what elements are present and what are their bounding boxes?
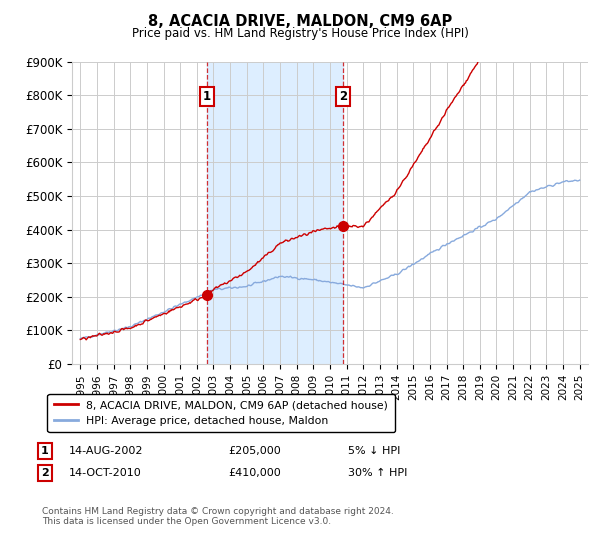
Bar (207, 62, 343, 364)
Text: 1: 1 (41, 446, 49, 456)
Text: Contains HM Land Registry data © Crown copyright and database right 2024.
This d: Contains HM Land Registry data © Crown c… (42, 507, 394, 526)
Text: 2: 2 (41, 468, 49, 478)
Text: 2: 2 (339, 90, 347, 103)
Text: Price paid vs. HM Land Registry's House Price Index (HPI): Price paid vs. HM Land Registry's House … (131, 27, 469, 40)
Text: 1: 1 (203, 90, 211, 103)
Text: £410,000: £410,000 (228, 468, 281, 478)
Text: 8, ACACIA DRIVE, MALDON, CM9 6AP: 8, ACACIA DRIVE, MALDON, CM9 6AP (148, 14, 452, 29)
Text: 5% ↓ HPI: 5% ↓ HPI (348, 446, 400, 456)
Legend: 8, ACACIA DRIVE, MALDON, CM9 6AP (detached house), HPI: Average price, detached : 8, ACACIA DRIVE, MALDON, CM9 6AP (detach… (47, 394, 395, 432)
Text: £205,000: £205,000 (228, 446, 281, 456)
Text: 14-AUG-2002: 14-AUG-2002 (69, 446, 143, 456)
Text: 14-OCT-2010: 14-OCT-2010 (69, 468, 142, 478)
Text: 30% ↑ HPI: 30% ↑ HPI (348, 468, 407, 478)
